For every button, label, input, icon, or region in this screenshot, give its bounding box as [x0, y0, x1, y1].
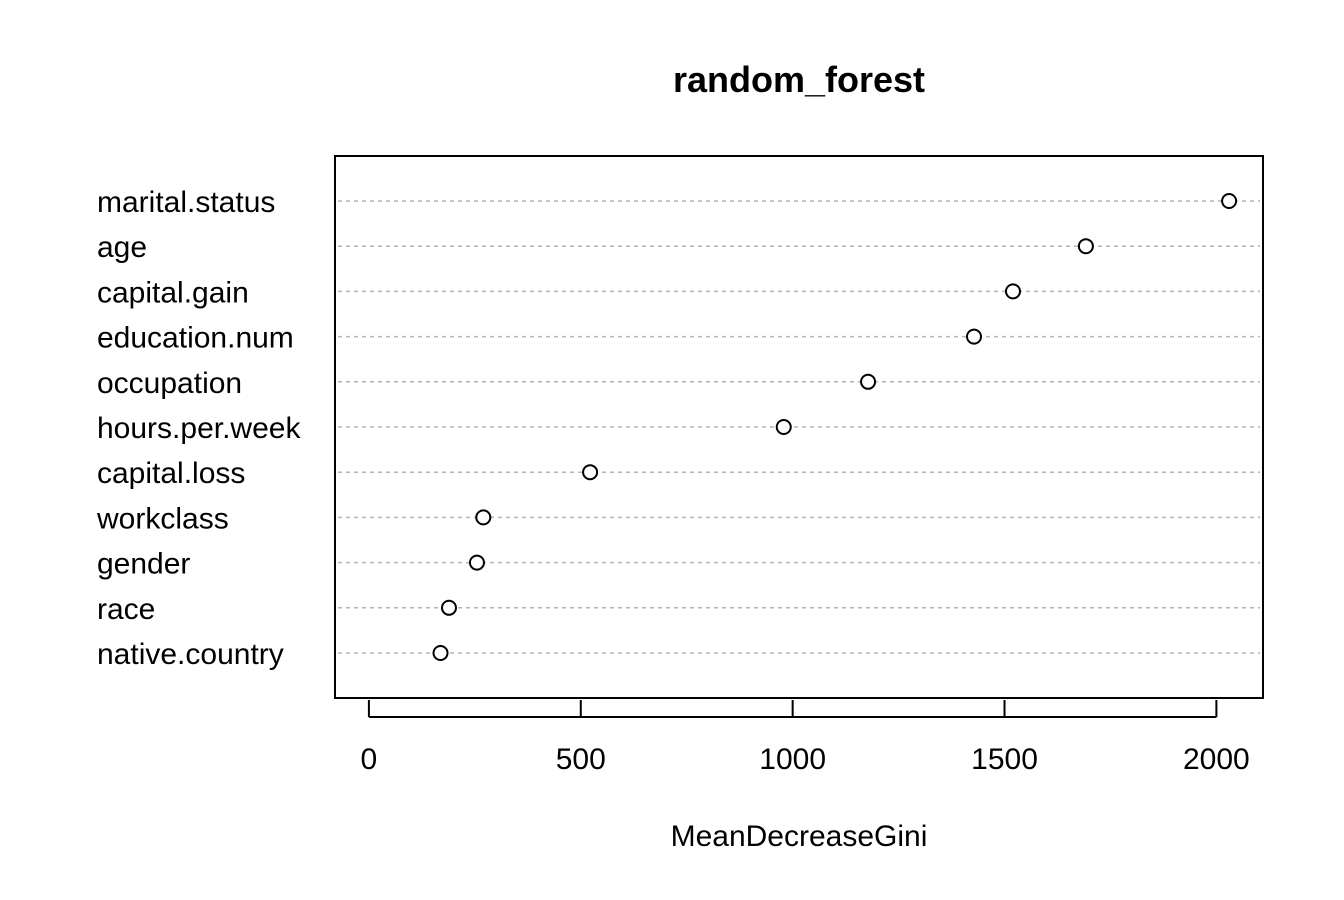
x-tick-label: 2000 [1183, 743, 1250, 776]
category-label: race [97, 593, 155, 626]
data-point [1221, 193, 1238, 209]
x-tick-label: 0 [361, 743, 378, 776]
category-label: age [97, 231, 147, 264]
data-point [860, 373, 877, 390]
chart-title: random_forest [673, 59, 925, 100]
category-label: education.num [97, 322, 294, 355]
x-tick-label: 1000 [759, 743, 826, 776]
x-axis-label: MeanDecreaseGini [671, 820, 928, 853]
category-label: native.country [97, 638, 284, 671]
x-tick-label: 500 [556, 743, 606, 776]
data-points [432, 193, 1238, 661]
category-labels: marital.status age capital.gain education.n… [96, 186, 301, 671]
data-point [1077, 238, 1094, 255]
category-label: hours.per.week [97, 412, 301, 445]
category-label: marital.status [97, 186, 275, 219]
data-point [440, 599, 457, 616]
data-point [475, 509, 492, 526]
plot-frame [334, 155, 1264, 699]
category-label: occupation [97, 367, 242, 400]
category-label: workclass [96, 502, 229, 535]
category-label: gender [97, 548, 190, 581]
category-label: capital.gain [97, 276, 249, 309]
x-axis: 0 500 1000 1500 2000 [361, 700, 1250, 776]
category-label: capital.loss [97, 457, 245, 490]
data-point [432, 645, 449, 661]
x-tick-label: 1500 [971, 743, 1038, 776]
data-point [468, 554, 485, 571]
data-point [1004, 283, 1021, 300]
data-point [775, 419, 792, 435]
data-point [582, 464, 599, 481]
gridlines [338, 200, 1260, 654]
data-point [966, 328, 983, 345]
